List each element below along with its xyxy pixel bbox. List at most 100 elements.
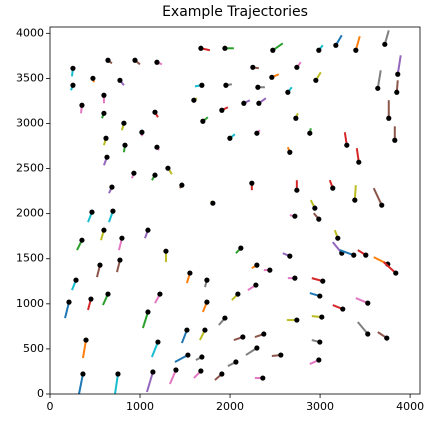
trajectory [81,339,87,359]
end-point [79,102,85,108]
x-tick-label: 3000 [306,400,334,413]
trajectory [372,187,383,206]
end-point [150,369,156,375]
end-point [105,291,111,297]
end-point [185,352,191,358]
end-point [352,197,358,203]
end-point [292,275,298,281]
end-point [307,130,313,136]
end-point [154,144,160,150]
x-tick-label: 2000 [216,400,244,413]
end-point [121,120,127,126]
end-point [145,227,151,233]
end-point [139,129,145,135]
end-point [344,142,350,148]
end-point [285,89,291,95]
trajectory [78,373,84,395]
end-point [119,235,125,241]
end-point [253,282,259,288]
end-point [395,71,401,77]
end-point [269,74,275,80]
y-tick-label: 4000 [16,26,44,39]
end-point [204,299,210,305]
y-tick-label: 500 [23,342,44,355]
end-point [238,245,244,251]
plot-frame [49,26,421,395]
end-point [256,100,262,106]
end-point [83,337,89,343]
end-point [316,47,322,53]
end-point [97,262,103,268]
end-point [184,327,190,333]
end-point [351,252,357,258]
end-point [335,235,341,241]
end-point [101,92,107,98]
trajectory [357,321,369,335]
end-point [384,335,390,341]
end-point [103,135,109,141]
y-tick-label: 2000 [16,207,44,220]
end-point [152,172,158,178]
end-point [152,109,158,115]
end-point [235,291,241,297]
end-point [105,57,111,63]
end-point [292,213,298,219]
end-point [88,296,94,302]
trajectory [396,55,402,75]
chart-title: Example Trajectories [162,4,308,20]
end-point [317,293,323,299]
end-point [317,339,323,345]
end-point [375,85,381,91]
end-point [145,309,151,315]
end-point [356,159,362,165]
end-point [241,100,247,106]
end-point [90,75,96,81]
end-point [163,248,169,254]
trajectory [150,341,159,358]
end-point [254,345,260,351]
end-point [70,65,76,71]
end-point [165,165,171,171]
end-point [80,371,86,377]
y-tick-label: 0 [37,387,44,400]
end-point [200,118,206,124]
end-point [191,97,197,103]
end-point [198,368,204,374]
end-point [173,367,179,373]
end-point [353,47,359,53]
end-point [204,277,210,283]
end-point [202,327,208,333]
end-point [70,82,76,88]
end-point [66,299,72,305]
end-point [219,371,225,377]
end-point [287,149,293,155]
end-point [210,200,216,206]
end-point [363,252,369,258]
y-tick-label: 2500 [16,162,44,175]
x-tick-label: 1000 [126,400,154,413]
end-point [382,41,388,47]
end-point [219,107,225,113]
y-tick-label: 3500 [16,71,44,84]
end-point [294,317,300,323]
end-point [393,270,399,276]
end-point [330,185,336,191]
end-point [249,180,255,186]
end-point [313,77,319,83]
end-point [222,315,228,321]
end-point [250,64,256,70]
end-point [89,209,95,215]
end-point [260,375,266,381]
trajectory [383,261,397,274]
end-point [117,77,123,83]
end-point [179,182,185,188]
end-point [254,130,260,136]
end-point [316,357,322,363]
trajectory [145,371,154,393]
end-point [365,331,371,337]
y-tick-label: 1000 [16,297,44,310]
end-point [386,115,392,121]
end-point [132,57,138,63]
trajectory [114,373,119,395]
end-point [101,227,107,233]
